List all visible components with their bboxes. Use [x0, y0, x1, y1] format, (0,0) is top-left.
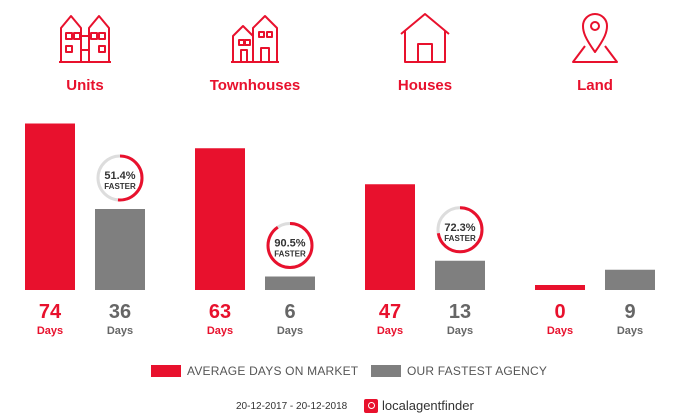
category-label: Townhouses	[210, 77, 301, 94]
value-label: 6	[284, 301, 295, 323]
bar-fastest-agency	[605, 269, 655, 290]
faster-badge-bg	[435, 204, 485, 255]
legend-label-average: AVERAGE DAYS ON MARKET	[187, 364, 359, 378]
unit-label: Days	[107, 325, 133, 337]
unit-label: Days	[447, 325, 473, 337]
faster-label: FASTER	[444, 234, 476, 243]
bar-fastest-agency	[95, 209, 145, 290]
townhouses-icon	[231, 15, 279, 63]
legend-swatch-average	[151, 365, 181, 377]
value-label: 0	[554, 301, 565, 323]
category-label: Land	[577, 77, 613, 94]
faster-badge: 90.5%FASTER	[265, 220, 315, 271]
value-label: 13	[449, 301, 471, 323]
bar-average-days	[195, 148, 245, 290]
value-label: 9	[624, 301, 635, 323]
legend-item-average: AVERAGE DAYS ON MARKET	[151, 362, 358, 380]
unit-label: Days	[207, 325, 233, 337]
bar-fastest-agency	[265, 276, 315, 290]
faster-badge: 51.4%FASTER	[95, 153, 145, 203]
faster-label: FASTER	[274, 250, 306, 259]
faster-label: FASTER	[104, 182, 136, 191]
faster-ring-progress	[96, 154, 144, 202]
houses-icon	[400, 13, 450, 63]
brand-name: localagentfinder	[382, 398, 474, 413]
footer: 20-12-2017 - 20-12-2018 localagentfinder	[0, 398, 700, 418]
legend-swatch-fastest	[371, 365, 401, 377]
faster-badge-bg	[95, 153, 145, 203]
unit-label: Days	[277, 325, 303, 337]
date-range: 20-12-2017 - 20-12-2018	[236, 401, 348, 412]
faster-badge: 72.3%FASTER	[435, 204, 485, 255]
bar-fastest-agency	[435, 260, 485, 290]
localagentfinder-logo-icon	[364, 398, 378, 413]
chart-legend: AVERAGE DAYS ON MARKET OUR FASTEST AGENC…	[0, 362, 700, 380]
value-label: 47	[379, 301, 401, 323]
value-label: 74	[39, 301, 62, 323]
unit-label: Days	[37, 325, 63, 337]
unit-label: Days	[547, 325, 573, 337]
category-label: Houses	[398, 77, 452, 94]
category-label: Units	[66, 77, 104, 94]
bar-average-days	[535, 285, 585, 290]
unit-label: Days	[377, 325, 403, 337]
unit-label: Days	[617, 325, 643, 337]
units-icon	[59, 15, 111, 63]
legend-item-fastest: OUR FASTEST AGENCY	[371, 362, 547, 380]
faster-ring-progress	[266, 222, 314, 269]
bar-average-days	[25, 123, 75, 290]
bar-average-days	[365, 184, 415, 290]
faster-ring-progress	[436, 206, 484, 254]
days-on-market-chart: Units Townhouses Houses Land 74 Days 36 Days 63…	[25, 13, 655, 337]
value-label: 63	[209, 301, 231, 323]
legend-label-fastest: OUR FASTEST AGENCY	[407, 364, 548, 378]
land-icon	[572, 13, 618, 63]
brand: localagentfinder	[364, 398, 474, 413]
faster-percent: 51.4%	[104, 170, 135, 182]
faster-badge-bg	[265, 220, 315, 271]
faster-percent: 72.3%	[444, 222, 475, 234]
value-label: 36	[109, 301, 131, 323]
faster-percent: 90.5%	[274, 238, 305, 250]
